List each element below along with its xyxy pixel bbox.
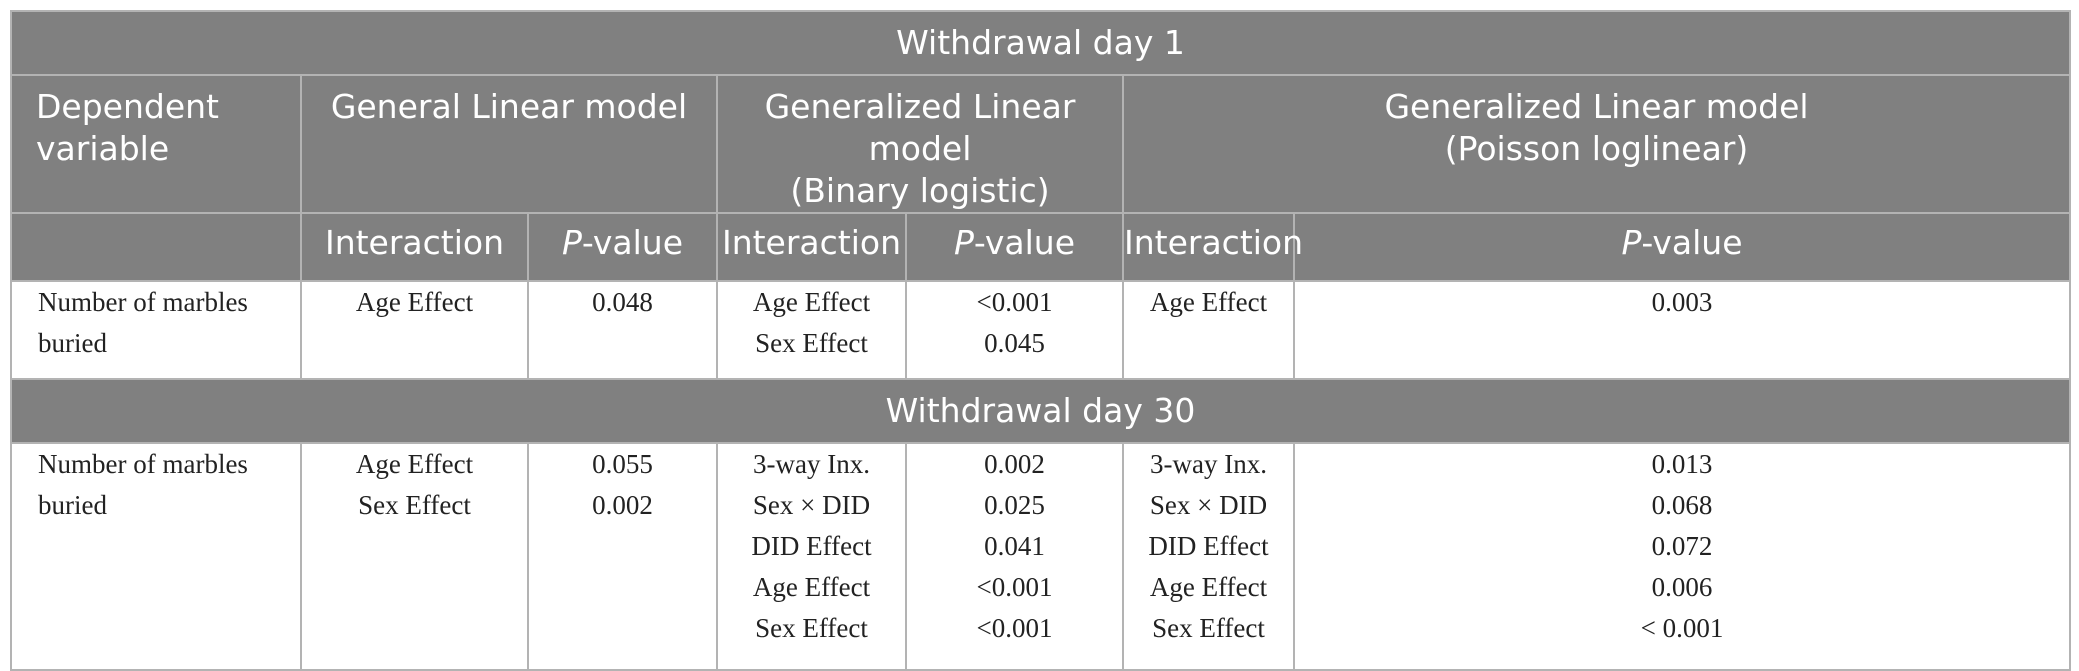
section-title-day1: Withdrawal day 1 [10, 10, 2071, 76]
p-value-cell: 0.048 [527, 280, 718, 380]
p-value-cell: 0.003 [1293, 280, 2071, 380]
p-value-cell: <0.001 0.045 [905, 280, 1124, 380]
header-p-value: P-value [905, 212, 1124, 282]
header-p-value: P-value [1293, 212, 2071, 282]
interaction-cell: Age Effect Sex Effect [300, 442, 529, 671]
header-blank [10, 212, 302, 282]
header-binary-logistic-model: Generalized Linear model (Binary logisti… [716, 74, 1124, 214]
header-p-value: P-value [527, 212, 718, 282]
dependent-variable-cell: Number of marbles buried [10, 442, 302, 671]
interaction-cell: 3-way Inx. Sex × DID DID Effect Age Effe… [716, 442, 907, 671]
header-interaction: Interaction [1122, 212, 1303, 282]
results-table: Withdrawal day 1 Dependent variable Gene… [10, 10, 2071, 671]
table-row: Number of marbles buried Age Effect Sex … [10, 442, 2071, 671]
header-poisson-loglinear-model: Generalized Linear model (Poisson loglin… [1122, 74, 2071, 214]
interaction-cell: Age Effect [1122, 280, 1295, 380]
interaction-cell: 3-way Inx. Sex × DID DID Effect Age Effe… [1122, 442, 1295, 671]
header-dependent-variable: Dependent variable [10, 74, 302, 214]
p-value-cell: 0.002 0.025 0.041 <0.001 <0.001 [905, 442, 1124, 671]
interaction-cell: Age Effect Sex Effect [716, 280, 907, 380]
p-value-cell: 0.055 0.002 [527, 442, 718, 671]
header-interaction: Interaction [300, 212, 529, 282]
header-interaction: Interaction [716, 212, 907, 282]
p-value-cell: 0.013 0.068 0.072 0.006 < 0.001 [1293, 442, 2071, 671]
section-title-day30: Withdrawal day 30 [10, 378, 2071, 444]
interaction-cell: Age Effect [300, 280, 529, 380]
dependent-variable-cell: Number of marbles buried [10, 280, 302, 380]
header-general-linear-model: General Linear model [300, 74, 718, 214]
table-row: Number of marbles buried Age Effect 0.04… [10, 280, 2071, 380]
